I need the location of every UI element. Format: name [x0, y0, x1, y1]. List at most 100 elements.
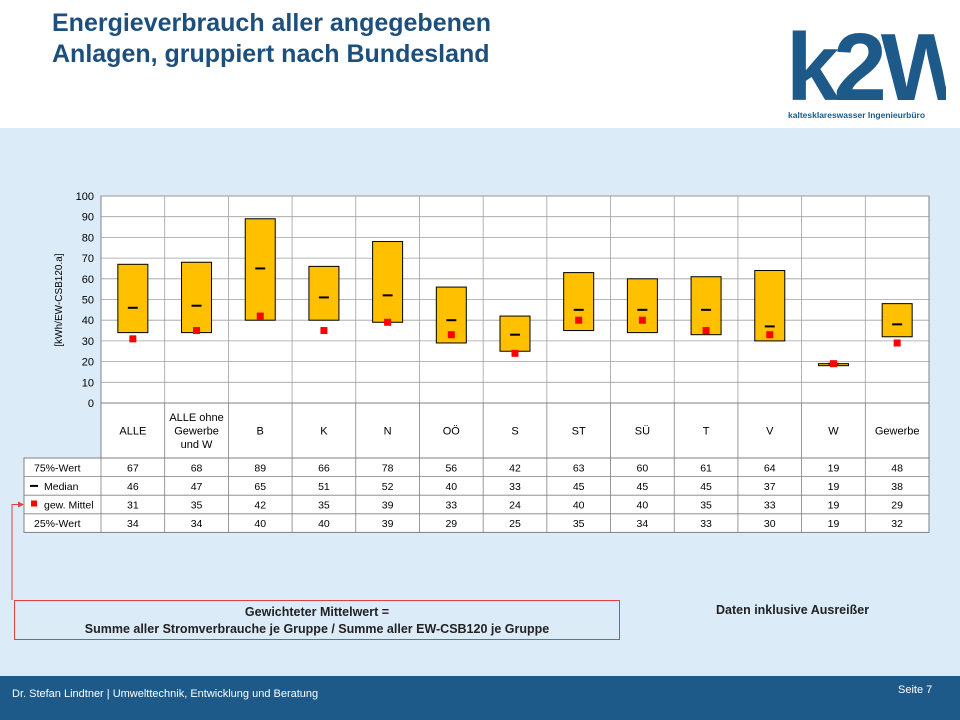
box-iqr — [626, 278, 658, 334]
x-category-label: und W — [181, 439, 213, 451]
y-tick-label: 50 — [82, 295, 94, 307]
page-title: Energieverbrauch aller angegebenen Anlag… — [52, 8, 491, 70]
table-value: 40 — [573, 500, 585, 512]
weighted-mean-marker — [193, 327, 201, 335]
y-tick-label: 20 — [82, 357, 94, 369]
page-title-line1: Energieverbrauch aller angegebenen — [52, 9, 492, 37]
table-value: 56 — [445, 462, 457, 474]
weighted-mean-marker — [893, 339, 901, 347]
weighted-mean-note: Gewichteter Mittelwert = Summe aller Str… — [14, 600, 620, 640]
logo-tagline: kalteskIareswasser Ingenieurbüro — [788, 110, 925, 120]
table-value: 33 — [764, 500, 776, 512]
table-value: 39 — [382, 518, 394, 530]
table-value: 29 — [445, 518, 457, 530]
table-value: 35 — [318, 500, 330, 512]
x-category-label: K — [320, 426, 328, 438]
note-arrow-line — [11, 504, 22, 600]
y-tick-label: 100 — [76, 191, 94, 203]
box-iqr — [244, 218, 276, 321]
page-number: Seite 7 — [898, 684, 933, 696]
table-value: 63 — [573, 462, 585, 474]
x-category-label: OÖ — [443, 426, 461, 438]
footer — [0, 676, 960, 720]
y-tick-label: 30 — [82, 336, 94, 348]
weighted-mean-marker — [384, 318, 392, 326]
y-tick-label: 90 — [82, 212, 94, 224]
weighted-mean-marker — [766, 331, 774, 339]
legend-mean-marker — [31, 500, 37, 507]
table-value: 33 — [700, 518, 712, 530]
x-category-label: SÜ — [635, 426, 650, 438]
table-series-label: 75%-Wert — [34, 462, 81, 474]
table-value: 35 — [191, 500, 203, 512]
table-value: 65 — [254, 481, 266, 493]
table-value: 31 — [127, 500, 139, 512]
table-value: 42 — [509, 462, 521, 474]
table-value: 78 — [382, 462, 394, 474]
table-value: 40 — [318, 518, 330, 530]
table-value: 35 — [573, 518, 585, 530]
table-series-label: gew. Mittel — [44, 500, 94, 512]
x-category-label: Gewerbe — [174, 426, 219, 438]
y-tick-label: 60 — [82, 274, 94, 286]
table-value: 45 — [637, 481, 649, 493]
table-value: 68 — [191, 462, 203, 474]
weighted-mean-marker — [829, 360, 837, 368]
table-value: 38 — [891, 481, 903, 493]
weighted-mean-marker — [575, 316, 583, 324]
table-value: 89 — [254, 462, 266, 474]
page-title-line2: Anlagen, gruppiert nach Bundesland — [52, 40, 490, 68]
table-value: 19 — [828, 500, 840, 512]
table-value: 45 — [700, 481, 712, 493]
table-series-label: 25%-Wert — [34, 518, 81, 530]
y-axis-label: [kWh/EW-CSB120.a] — [54, 253, 65, 346]
table-value: 60 — [637, 462, 649, 474]
table-value: 45 — [573, 481, 585, 493]
table-value: 29 — [891, 500, 903, 512]
table-value: 34 — [127, 518, 139, 530]
table-value: 64 — [764, 462, 776, 474]
table-value: 48 — [891, 462, 903, 474]
x-category-label: W — [828, 426, 839, 438]
table-value: 34 — [191, 518, 203, 530]
table-value: 19 — [828, 481, 840, 493]
table-value: 40 — [637, 500, 649, 512]
table-value: 30 — [764, 518, 776, 530]
table-value: 37 — [764, 481, 776, 493]
y-tick-label: 80 — [82, 232, 94, 244]
weighted-mean-marker — [638, 316, 646, 324]
table-value: 35 — [700, 500, 712, 512]
table-value: 66 — [318, 462, 330, 474]
weighted-mean-marker — [447, 331, 455, 339]
table-value: 19 — [828, 462, 840, 474]
table-value: 34 — [637, 518, 649, 530]
table-value: 61 — [700, 462, 712, 474]
footer-author: Dr. Stefan Lindtner | Umwelttechnik, Ent… — [12, 688, 319, 700]
logo-text: k2W — [786, 14, 946, 121]
k2w-logo: k2W kalteskIareswasser Ingenieurbüro — [786, 14, 946, 122]
x-category-label: B — [257, 426, 264, 438]
y-tick-label: 40 — [82, 315, 94, 327]
outlier-note: Daten inklusive Ausreißer — [716, 603, 870, 617]
table-value: 42 — [254, 500, 266, 512]
weighted-mean-marker — [702, 327, 710, 335]
x-category-label: ALLE ohne — [169, 412, 223, 424]
table-value: 67 — [127, 462, 139, 474]
table-value: 40 — [445, 481, 457, 493]
y-tick-label: 70 — [82, 253, 94, 265]
category-row — [100, 402, 930, 459]
table-value: 51 — [318, 481, 330, 493]
box-iqr — [690, 276, 722, 336]
x-category-label: ALLE — [119, 426, 146, 438]
table-value: 52 — [382, 481, 394, 493]
table-value: 25 — [509, 518, 521, 530]
x-category-label: N — [384, 426, 392, 438]
table-series-label: Median — [44, 481, 79, 493]
table-value: 39 — [382, 500, 394, 512]
table-value: 19 — [828, 518, 840, 530]
x-category-label: T — [703, 426, 710, 438]
weighted-mean-note-line2: Summe aller Stromverbrauche je Gruppe / … — [84, 622, 550, 636]
table-value: 33 — [509, 481, 521, 493]
weighted-mean-note-line1: Gewichteter Mittelwert = — [244, 605, 390, 619]
